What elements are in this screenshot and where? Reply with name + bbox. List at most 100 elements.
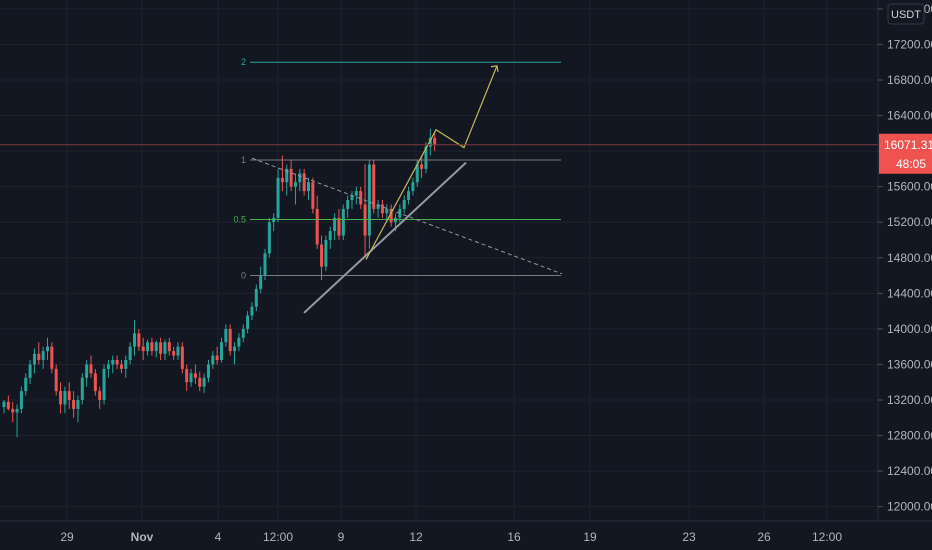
candle-body [433,137,437,145]
candle-body [298,173,302,183]
candle-body [150,342,154,352]
x-tick-label: 19 [583,530,597,544]
candle-body [289,168,293,187]
candle-body [211,355,215,365]
candle-body [19,391,23,409]
x-tick-label: 29 [60,530,74,544]
candle-body [411,182,415,192]
candle-body [315,208,319,245]
candle-body [11,408,15,413]
fib-level-label: 2 [241,57,246,67]
x-tick-label: 4 [215,530,222,544]
price-axis-panel[interactable] [878,0,932,520]
candle-body [185,368,189,383]
candle-body [72,400,76,409]
candle-body [259,275,263,289]
candle-body [189,373,193,383]
candle-body [59,391,63,405]
candle-body [2,401,6,408]
currency-label: USDT [891,9,921,21]
candle-body [324,240,328,267]
ascending-support-line [303,161,467,314]
candle-body [6,401,10,409]
candle-body [128,346,132,360]
candle-body [159,342,163,354]
candle-body [254,288,258,307]
candle-body [424,146,428,169]
candle-body [28,364,32,378]
candle-body [215,355,219,360]
candle-body [32,353,36,365]
fib-level-label: 0.5 [233,215,246,225]
candle-body [302,173,306,192]
candle-body [41,351,45,360]
price-axis[interactable]: 17600.0017200.0016800.0016400.0016000.00… [878,2,932,514]
candle-body [111,360,115,365]
candle-body [376,204,380,209]
candle-body [93,373,97,392]
y-tick-label: 13200.00 [887,393,932,407]
candle-body [176,346,180,356]
time-axis-panel[interactable] [0,521,932,550]
candle-body [15,408,19,413]
candle-body [337,217,341,236]
current-price-value: 16071.31 [884,138,932,152]
candle-body [202,377,206,387]
time-axis[interactable]: 29 Nov 4 12:00 9 12 16 19 23 26 12:00 [60,530,842,544]
candle-body [180,346,184,369]
candle-body [263,253,267,276]
candle-body [37,353,41,360]
candle-body [233,346,237,352]
y-tick-label: 15600.00 [887,180,932,194]
candle-body [115,360,119,365]
y-tick-label: 13600.00 [887,357,932,371]
currency-badge[interactable]: USDT [887,3,925,25]
y-tick-label: 16800.00 [887,73,932,87]
grid-lines [0,0,878,520]
descending-trendline [251,157,563,275]
current-price-marker: 16071.31 48:05 [0,133,932,174]
projection-arrowhead [490,65,499,72]
candle-body [346,200,350,209]
candle-body [106,364,110,369]
candle-body [141,346,145,352]
x-tick-label: 9 [338,530,345,544]
fib-level-label: 1 [241,155,246,165]
y-tick-label: 14800.00 [887,251,932,265]
candle-body [198,377,202,387]
y-tick-label: 14000.00 [887,322,932,336]
y-tick-label: 12800.00 [887,429,932,443]
candle-body [428,137,432,147]
candle-body [328,231,332,240]
candle-body [333,217,337,232]
candle-body [350,195,354,200]
candle-body [119,364,123,369]
candle-countdown: 48:05 [896,157,926,171]
x-tick-label: 16 [507,530,521,544]
candle-body [311,182,315,209]
candle-body [307,182,310,192]
candle-body [237,337,241,347]
candle-body [280,177,284,183]
current-price-tag [879,133,932,174]
candle-body [102,368,106,400]
candle-body [193,373,197,378]
candle-body [415,164,419,183]
y-tick-label: 14400.00 [887,286,932,300]
candle-body [407,191,411,200]
y-tick-label: 12000.00 [887,500,932,514]
y-tick-label: 15200.00 [887,215,932,229]
candle-body [341,208,345,236]
candle-body [154,342,158,352]
candle-body [420,164,424,169]
candle-body [54,368,58,392]
candle-body [67,391,71,400]
candle-body [137,333,141,347]
candle-body [98,391,102,400]
candle-body [172,351,176,356]
candle-body [293,182,297,187]
chart-drawings: 210.50 [233,57,563,314]
candle-body [50,346,54,369]
